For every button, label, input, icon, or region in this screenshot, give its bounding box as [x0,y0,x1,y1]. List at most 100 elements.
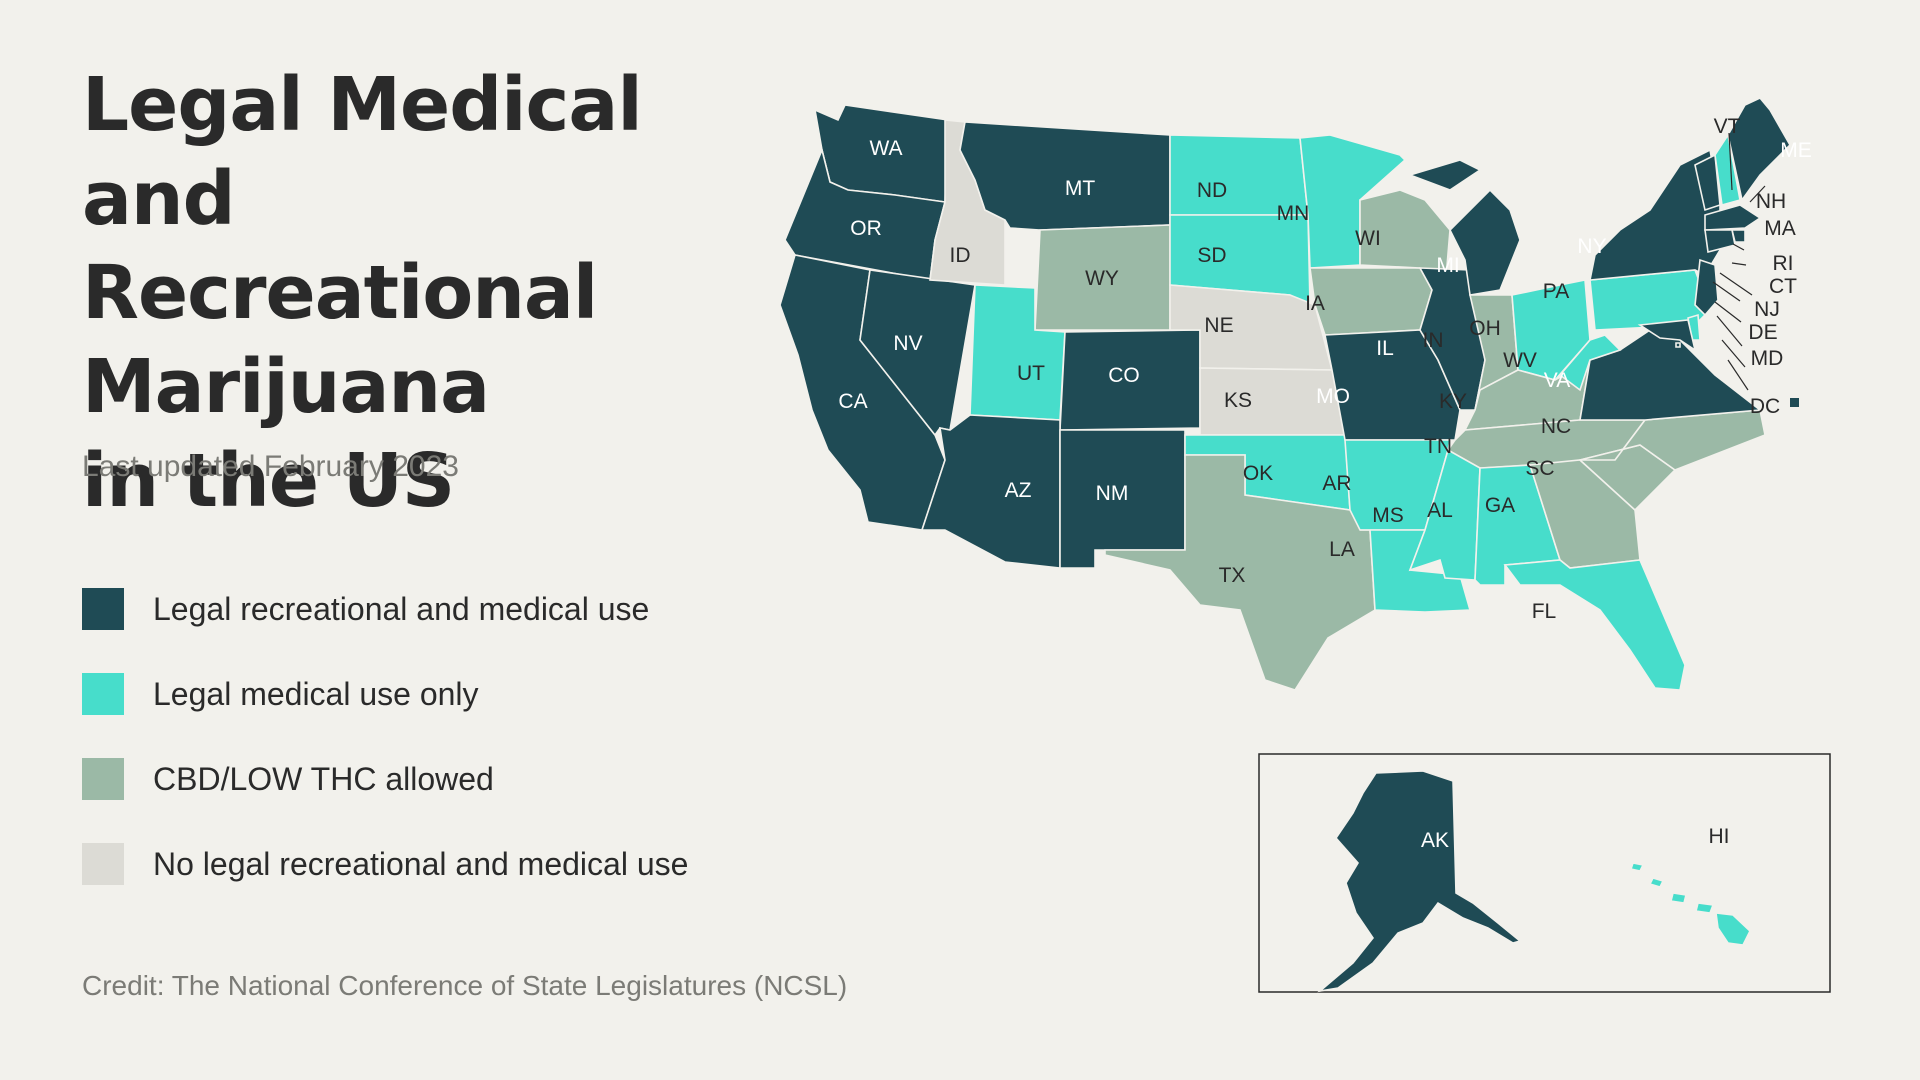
legend-item-cbd: CBD/LOW THC allowed [82,758,802,802]
state-label-wa: WA [869,137,902,160]
label-leader-line [1712,281,1741,302]
inset-frame [1258,753,1831,993]
state-hi [1629,862,1751,946]
state-tx [1104,454,1376,691]
state-nh [1714,132,1741,207]
state-ia [1309,267,1433,336]
state-label-ok: OK [1243,462,1273,485]
state-label-ma: MA [1764,217,1796,240]
state-va [1579,329,1763,421]
legend-label-recreational: Legal recreational and medical use [153,591,650,627]
state-label-dc: DC [1750,395,1780,418]
page-title: Legal Medical and Recreational Marijuana… [82,58,742,528]
state-label-wv: WV [1503,349,1537,372]
label-leader-line [1749,185,1766,203]
state-label-in: IN [1423,329,1444,352]
state-me [1727,97,1791,202]
state-mt [959,121,1171,231]
state-label-nh: NH [1756,190,1786,213]
legend-item-recreational: Legal recreational and medical use [82,588,802,632]
state-dc [1675,342,1681,348]
state-label-co: CO [1108,364,1140,387]
state-label-nm: NM [1096,482,1129,505]
state-ak [1317,770,1522,993]
state-label-ky: KY [1439,390,1467,413]
state-md [1637,319,1697,352]
state-label-wi: WI [1355,227,1381,250]
legend-label-cbd: CBD/LOW THC allowed [153,761,494,797]
state-nj [1694,258,1719,317]
state-nm [1059,429,1186,569]
state-label-fl: FL [1532,600,1557,623]
state-label-ca: CA [838,390,867,413]
legend-item-medical: Legal medical use only [82,673,802,717]
label-leader-line [1732,243,1745,251]
label-leader-line [1727,359,1749,391]
state-label-sc: SC [1525,457,1554,480]
last-updated: Last updated February 2023 [82,450,459,483]
legend-swatch-recreational [82,588,124,630]
state-label-nc: NC [1541,415,1571,438]
legend-label-none: No legal recreational and medical use [153,846,689,882]
state-label-tx: TX [1219,564,1246,587]
alaska-hawaii-inset: AK HI [1258,753,1831,993]
title-line-1: Legal Medical [82,62,643,148]
state-fl [1503,559,1686,691]
state-label-or: OR [850,217,882,240]
state-label-tn: TN [1424,435,1452,458]
state-label-ct: CT [1769,275,1797,298]
state-label-va: VA [1544,369,1570,392]
state-label-nj: NJ [1754,298,1780,321]
state-label-ne: NE [1204,314,1233,337]
state-ct [1704,229,1736,254]
label-leader-line [1728,132,1733,191]
legend-item-none: No legal recreational and medical use [82,843,802,887]
label-leader-line [1716,315,1743,347]
legend-swatch-none [82,843,124,885]
state-label-md: MD [1751,347,1784,370]
state-az [920,414,1061,569]
state-label-ny: NY [1577,235,1606,258]
title-line-2: and Recreational [82,156,598,336]
state-label-ks: KS [1224,389,1252,412]
state-label-de: DE [1748,321,1777,344]
state-label-mi: MI [1436,254,1459,277]
state-vt [1694,153,1721,212]
state-label-nv: NV [893,332,922,355]
state-label-sd: SD [1197,244,1226,267]
dc-marker [1790,398,1799,407]
legend-swatch-cbd [82,758,124,800]
state-label-ak: AK [1421,829,1449,852]
state-label-al: AL [1427,499,1453,522]
state-label-ms: MS [1372,504,1404,527]
state-label-vt: VT [1714,115,1741,138]
state-label-ia: IA [1305,292,1325,315]
state-label-me: ME [1780,139,1812,162]
state-label-mn: MN [1277,202,1310,225]
state-label-il: IL [1376,337,1394,360]
state-ms [1408,448,1481,581]
label-leader-line [1721,339,1746,368]
state-label-la: LA [1329,538,1355,561]
state-mi [1407,159,1521,296]
state-ma [1704,204,1762,231]
state-label-oh: OH [1469,317,1501,340]
state-label-pa: PA [1543,280,1569,303]
legend-swatch-medical [82,673,124,715]
label-leader-line [1731,262,1747,266]
state-label-mo: MO [1316,385,1350,408]
legend-label-medical: Legal medical use only [153,676,479,712]
state-label-ar: AR [1322,472,1351,495]
state-label-nd: ND [1197,179,1227,202]
state-label-ut: UT [1017,362,1045,385]
label-leader-line [1719,272,1753,296]
us-map: WA OR CA NV ID MT WY UT CO AZ NM ND SD NE KS OK TX MN IA MO… [779,97,1812,691]
state-wv [1558,334,1622,392]
title-line-4: in the US [82,438,455,524]
title-line-3: Marijuana [82,344,490,430]
state-label-wy: WY [1085,267,1119,290]
state-label-az: AZ [1005,479,1032,502]
state-label-mt: MT [1065,177,1095,200]
state-label-ga: GA [1485,494,1515,517]
state-label-id: ID [950,244,971,267]
